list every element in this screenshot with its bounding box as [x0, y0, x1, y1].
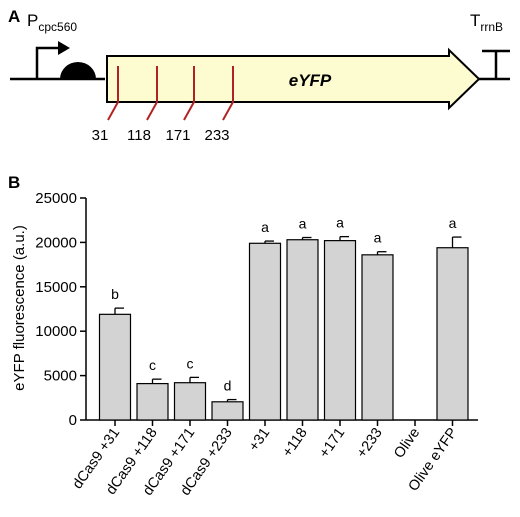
category-label: +118: [280, 425, 311, 460]
significance-label: c: [149, 357, 156, 373]
target-markers: [107, 66, 234, 121]
rbs-icon: [60, 62, 96, 79]
target-marker-171: [183, 66, 195, 121]
category-label: Olive: [391, 425, 423, 461]
position-label-31: 31: [92, 127, 109, 144]
chart-bars: [98, 235, 469, 421]
bar: [323, 240, 357, 421]
panel-a: A Pcpc560 eYFP TrrnB 31 118 171: [8, 7, 510, 144]
terminator-label: TrrnB: [470, 11, 503, 34]
position-label-171: 171: [165, 127, 190, 144]
category-label: +31: [246, 425, 273, 454]
bar: [136, 382, 169, 421]
gene-label: eYFP: [289, 71, 332, 90]
position-label-118: 118: [127, 127, 151, 144]
panel-b: B eYFP fluorescence (a.u.) 0 5000 10000 150…: [8, 173, 478, 499]
bar: [98, 313, 132, 421]
eyfp-gene-arrow: [106, 47, 481, 111]
bar: [248, 242, 282, 421]
panel-a-letter: A: [8, 7, 20, 26]
promoter-label: Pcpc560: [27, 11, 77, 34]
significance-label: d: [224, 378, 232, 394]
y-tick-label: 5000: [44, 368, 77, 385]
category-label: +233: [354, 425, 386, 461]
y-tick-label: 10000: [35, 323, 77, 340]
significance-label: a: [374, 230, 382, 246]
bar: [173, 382, 207, 421]
target-marker-31: [107, 66, 119, 121]
bar: [361, 254, 394, 421]
promoter-arrow-icon: [35, 41, 70, 79]
y-axis-label: eYFP fluorescence (a.u.): [11, 225, 28, 391]
significance-label: c: [187, 355, 194, 371]
terminator-icon: [482, 49, 510, 79]
y-tick-label: 15000: [35, 279, 77, 296]
bar: [286, 239, 319, 421]
significance-label: a: [299, 216, 307, 232]
bar: [211, 401, 244, 421]
y-tick-label: 0: [69, 412, 77, 429]
target-marker-233: [222, 66, 234, 121]
target-marker-118: [146, 66, 158, 121]
category-label: +171: [316, 425, 348, 461]
panel-b-letter: B: [8, 173, 20, 192]
significance-label: a: [336, 215, 344, 231]
significance-label: b: [111, 286, 119, 302]
significance-label: a: [449, 215, 457, 231]
bar: [436, 247, 469, 421]
significance-label: a: [261, 219, 269, 235]
y-tick-label: 25000: [35, 190, 77, 207]
position-label-233: 233: [204, 127, 229, 144]
y-tick-label: 20000: [35, 234, 77, 251]
